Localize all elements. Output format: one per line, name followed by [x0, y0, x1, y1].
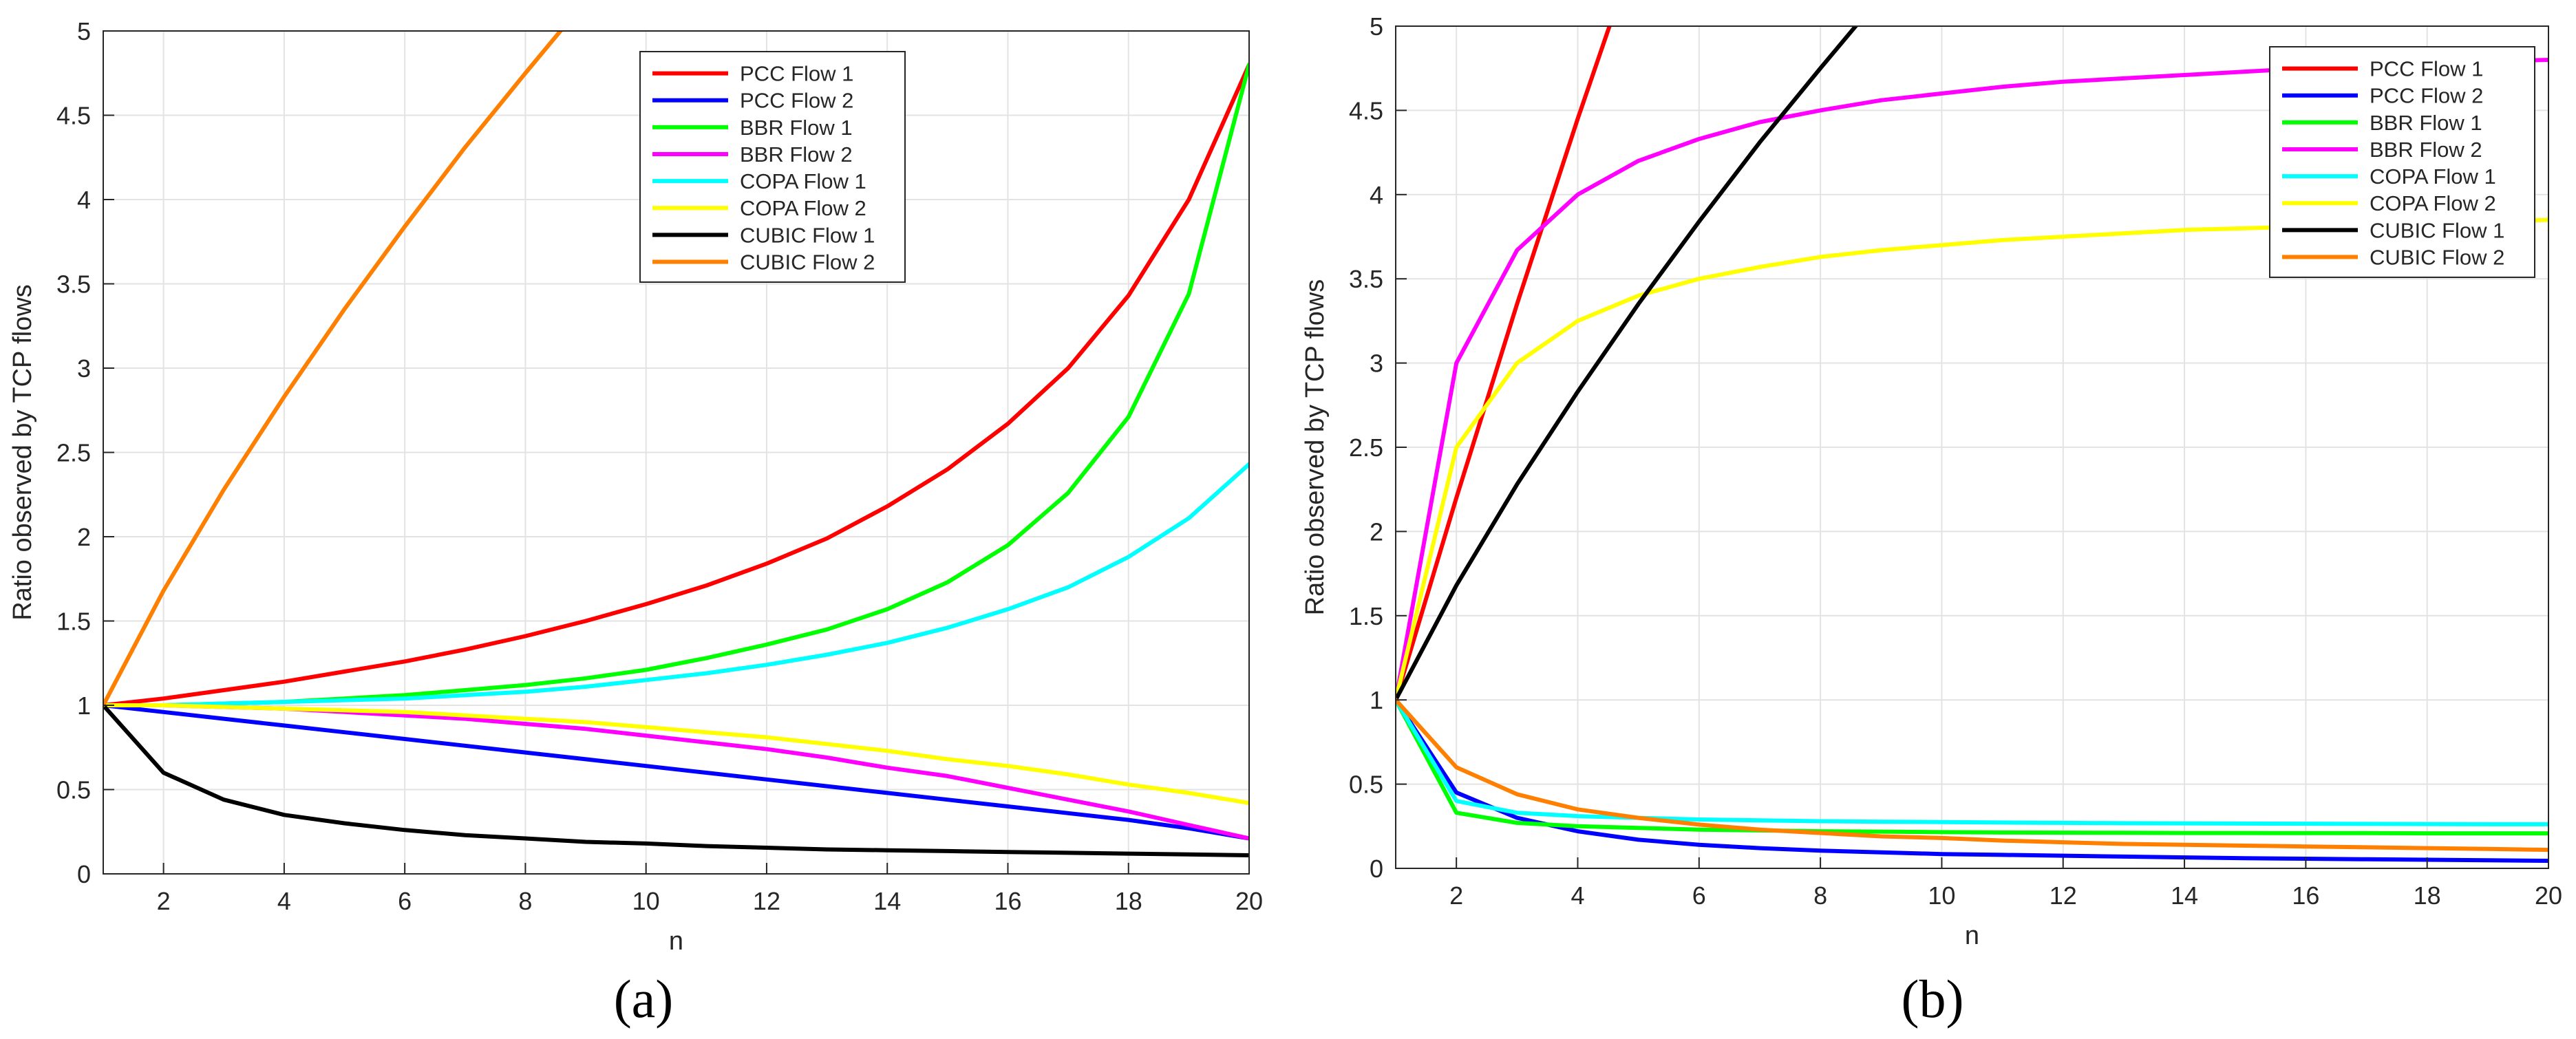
y-tick-label: 4 [1370, 181, 1383, 209]
y-tick-label: 4.5 [56, 102, 91, 130]
x-tick-label: 4 [277, 887, 291, 915]
series-line-bbr-flow-1 [1396, 698, 2548, 836]
legend-label: COPA Flow 2 [740, 196, 866, 220]
y-tick-label: 3 [1370, 350, 1383, 378]
y-tick-label: 0 [77, 860, 91, 888]
y-tick-label: 1.5 [1349, 602, 1383, 630]
legend-label: COPA Flow 2 [2370, 191, 2496, 215]
x-tick-label: 6 [1692, 881, 1706, 910]
x-tick-label: 20 [2535, 881, 2562, 910]
x-tick-label: 16 [2292, 881, 2319, 910]
y-axis-label: Ratio observed by TCP flows [1301, 279, 1330, 616]
series-line-copa-flow-1 [1396, 698, 2548, 826]
series-line-cubic-flow-1 [103, 703, 1249, 857]
legend-box [639, 51, 906, 283]
series-line-pcc-flow-1 [1396, 26, 1612, 703]
series-line-cubic-flow-1 [1396, 26, 1859, 703]
x-tick-label: 10 [1928, 881, 1955, 910]
chart-panel-a: 2 4 6 8 10 12 14 16 18 20 0 0.5 1 1.5 2 2.5 3 3.5 4 4.5 5 n Ra… [8, 17, 1263, 956]
x-tick-label: 14 [873, 887, 901, 915]
caption-a: (a) [614, 969, 674, 1029]
caption-b: (b) [1902, 969, 1964, 1029]
legend-label: CUBIC Flow 1 [740, 223, 875, 247]
x-tick-label: 16 [994, 887, 1021, 915]
y-tick-label: 2.5 [1349, 433, 1383, 462]
x-tick-label: 12 [2050, 881, 2077, 910]
x-tick-label: 2 [1449, 881, 1463, 910]
y-tick-label: 1 [77, 692, 91, 720]
y-tick-label: 3 [77, 354, 91, 383]
legend-label: PCC Flow 1 [740, 62, 853, 86]
y-axis-label: Ratio observed by TCP flows [8, 284, 37, 621]
x-tick-label: 8 [1813, 881, 1827, 910]
legend-label: PCC Flow 2 [740, 89, 853, 113]
y-tick-label: 2 [1370, 517, 1383, 546]
series-line-copa-flow-2 [103, 703, 1249, 806]
x-tick-label: 18 [1115, 887, 1142, 915]
y-tick-label: 2 [77, 523, 91, 551]
x-tick-label: 12 [753, 887, 780, 915]
legend-label: PCC Flow 2 [2370, 84, 2483, 108]
y-tick-label: 0 [1370, 855, 1383, 883]
y-tick-label: 1.5 [56, 608, 91, 636]
legend-label: BBR Flow 2 [740, 142, 853, 167]
legend-box [2269, 46, 2535, 278]
x-axis-label: n [1965, 921, 1979, 950]
series-line-pcc-flow-2 [1396, 698, 2548, 863]
series-line-pcc-flow-2 [103, 703, 1249, 841]
x-axis-label: n [669, 927, 683, 956]
y-tick-label: 1 [1370, 686, 1383, 714]
legend-label: BBR Flow 1 [740, 116, 853, 140]
x-tick-label: 14 [2171, 881, 2198, 910]
x-tick-label: 8 [518, 887, 532, 915]
y-tick-label: 0.5 [56, 776, 91, 804]
x-tick-label: 20 [1235, 887, 1263, 915]
y-tick-label: 0.5 [1349, 771, 1383, 799]
x-tick-label: 18 [2414, 881, 2441, 910]
y-tick-label: 5 [77, 17, 91, 45]
series-line-cubic-flow-2 [1396, 698, 2548, 853]
series-line-cubic-flow-2 [103, 31, 564, 707]
legend-label: CUBIC Flow 2 [2370, 245, 2504, 269]
legend-label: BBR Flow 1 [2370, 111, 2482, 135]
chart-panel-b: 2 4 6 8 10 12 14 16 18 20 0 0.5 1 1.5 2 2.5 3 3.5 4 4.5 5 n Ra… [1301, 12, 2562, 950]
legend-label: COPA Flow 1 [2370, 164, 2496, 189]
x-tick-label: 2 [157, 887, 171, 915]
x-tick-label: 10 [632, 887, 660, 915]
x-tick-label: 4 [1571, 881, 1584, 910]
legend-label: PCC Flow 1 [2370, 57, 2483, 81]
series-line-pcc-flow-1 [103, 63, 1249, 707]
legend-label: BBR Flow 2 [2370, 138, 2482, 162]
y-tick-label: 5 [1370, 12, 1383, 41]
legend-label: CUBIC Flow 2 [740, 250, 875, 274]
x-tick-label: 6 [398, 887, 412, 915]
series-line-copa-flow-1 [103, 462, 1249, 707]
legend: PCC Flow 1 PCC Flow 2 BBR Flow 1 BBR Flow 2… [2269, 46, 2535, 278]
y-tick-label: 2.5 [56, 439, 91, 467]
y-tick-label: 3.5 [1349, 265, 1383, 293]
series-group [103, 31, 1249, 857]
y-tick-label: 4.5 [1349, 96, 1383, 125]
legend-label: CUBIC Flow 1 [2370, 218, 2504, 242]
y-tick-label: 3.5 [56, 270, 91, 299]
y-tick-label: 4 [77, 186, 91, 214]
legend-label: COPA Flow 1 [740, 169, 866, 193]
